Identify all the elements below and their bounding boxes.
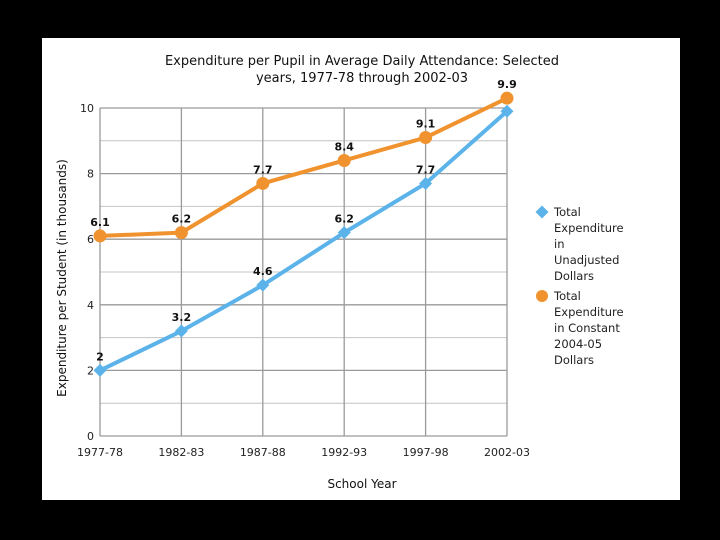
y-tick-label: 2 xyxy=(87,364,94,377)
legend-marker-constant xyxy=(536,290,548,302)
legend-label-constant: 2004-05 xyxy=(554,337,602,351)
y-axis-title: Expenditure per Student (in thousands) xyxy=(55,159,69,397)
legend-label-constant: Expenditure xyxy=(554,305,624,319)
y-tick-label: 6 xyxy=(87,233,94,246)
y-tick-labels: 0 2 4 6 8 10 xyxy=(80,102,94,443)
data-point-unadjusted xyxy=(174,324,188,338)
series-line-unadjusted xyxy=(98,109,509,373)
data-label-unadjusted: 2 xyxy=(96,350,104,363)
data-label-constant: 9.9 xyxy=(497,78,517,91)
data-label-constant: 6.1 xyxy=(90,216,110,229)
chart-slide: Expenditure per Pupil in Average Daily A… xyxy=(42,38,680,500)
chart-title-line-2: years, 1977-78 through 2002-03 xyxy=(256,71,468,86)
y-tick-label: 4 xyxy=(87,299,94,312)
x-tick-label: 1977-78 xyxy=(77,446,123,459)
data-label-unadjusted: 6.2 xyxy=(334,213,354,226)
data-point-unadjusted xyxy=(419,176,433,190)
series-lines xyxy=(93,91,514,377)
legend-label-unadjusted: Unadjusted xyxy=(554,253,619,267)
data-label-constant: 7.7 xyxy=(253,163,272,176)
data-label-constant: 8.4 xyxy=(334,140,354,153)
data-point-constant xyxy=(419,131,433,145)
series-line-constant xyxy=(98,96,509,238)
x-tick-label: 1997-98 xyxy=(403,446,449,459)
y-tick-label: 0 xyxy=(87,430,94,443)
legend-label-constant: Dollars xyxy=(554,353,594,367)
chart-title-line-1: Expenditure per Pupil in Average Daily A… xyxy=(165,54,559,69)
legend-label-constant: Total xyxy=(553,289,581,303)
x-tick-label: 1987-88 xyxy=(240,446,286,459)
legend-label-unadjusted: in xyxy=(554,237,564,251)
data-point-constant xyxy=(256,176,270,190)
legend-label-unadjusted: Expenditure xyxy=(554,221,624,235)
line-chart: Expenditure per Pupil in Average Daily A… xyxy=(55,54,624,491)
legend: Total Expenditure in Unadjusted Dollars Total… xyxy=(535,205,624,367)
x-tick-labels: 1977-78 1982-83 1987-88 1992-93 1997-98 2002-… xyxy=(77,446,530,459)
data-label-unadjusted: 3.2 xyxy=(172,311,192,324)
data-labels: 2 3.2 4.6 6.2 7.7 6.1 6.2 7.7 8.4 9.1 9.9 xyxy=(90,78,517,363)
legend-label-unadjusted: Dollars xyxy=(554,269,594,283)
data-label-unadjusted: 7.7 xyxy=(416,163,436,176)
y-tick-label: 10 xyxy=(80,102,94,115)
data-point-constant xyxy=(174,226,188,240)
data-point-constant xyxy=(500,91,514,105)
data-point-unadjusted xyxy=(500,104,514,118)
data-label-constant: 6.2 xyxy=(172,213,192,226)
grid xyxy=(99,107,508,437)
data-point-unadjusted xyxy=(256,278,270,292)
data-point-constant xyxy=(337,153,351,167)
data-point-unadjusted xyxy=(337,226,351,240)
data-point-constant xyxy=(93,229,107,243)
data-label-constant: 9.1 xyxy=(416,118,436,131)
legend-label-unadjusted: Total xyxy=(553,205,581,219)
data-point-unadjusted xyxy=(93,363,107,377)
data-label-unadjusted: 4.6 xyxy=(253,265,273,278)
x-tick-label: 1992-93 xyxy=(321,446,367,459)
x-axis-title: School Year xyxy=(327,477,396,491)
x-tick-label: 2002-03 xyxy=(484,446,530,459)
y-tick-label: 8 xyxy=(87,168,94,181)
x-tick-label: 1982-83 xyxy=(158,446,204,459)
legend-marker-unadjusted xyxy=(535,205,549,219)
legend-label-constant: in Constant xyxy=(554,321,620,335)
